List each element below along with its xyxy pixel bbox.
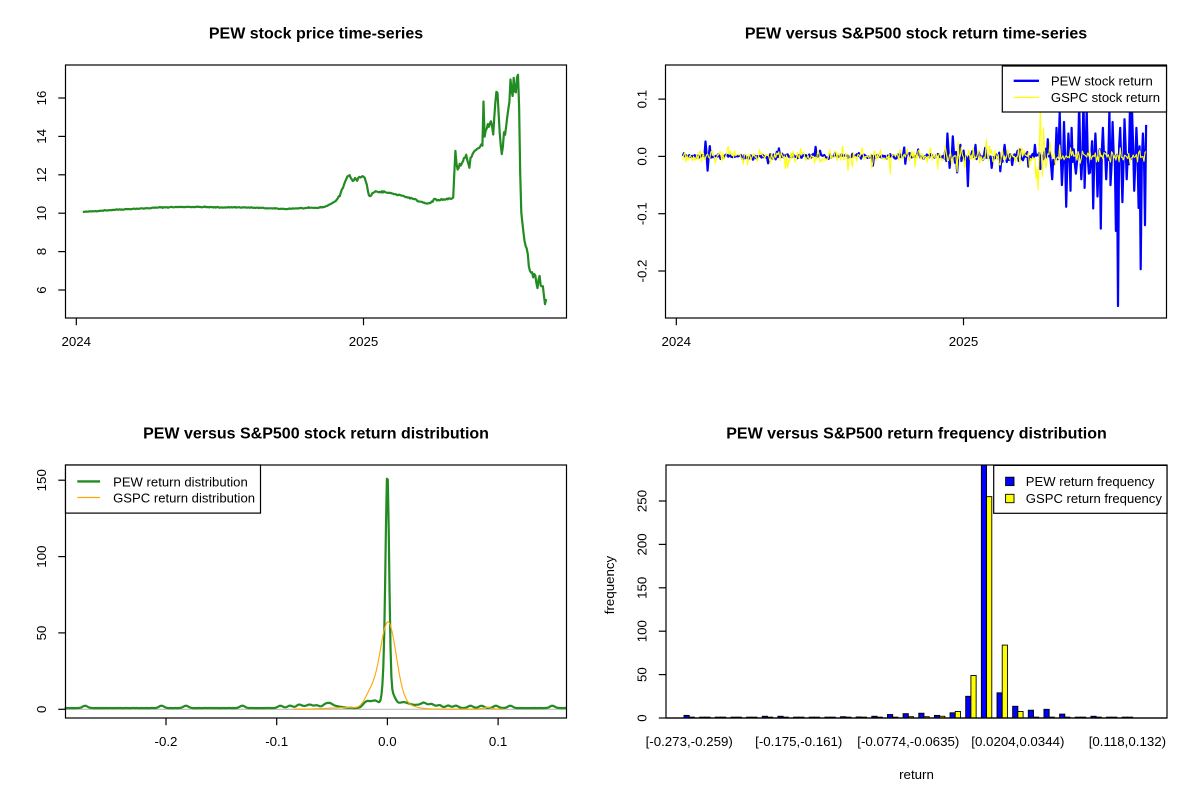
svg-text:frequency: frequency	[602, 555, 617, 614]
svg-text:[-0.175,-0.161): [-0.175,-0.161)	[755, 734, 842, 749]
svg-text:GSPC return distribution: GSPC return distribution	[113, 490, 255, 505]
svg-text:-0.2: -0.2	[155, 734, 178, 749]
svg-text:PEW return distribution: PEW return distribution	[113, 474, 248, 489]
svg-text:100: 100	[34, 546, 49, 568]
svg-text:6: 6	[34, 286, 49, 293]
svg-text:0.0: 0.0	[378, 734, 397, 749]
svg-text:0.1: 0.1	[489, 734, 508, 749]
svg-text:12: 12	[34, 167, 49, 182]
svg-text:PEW return frequency: PEW return frequency	[1026, 474, 1155, 489]
svg-text:150: 150	[34, 469, 49, 491]
svg-text:2025: 2025	[949, 334, 979, 349]
svg-text:return: return	[899, 767, 934, 782]
svg-text:PEW stock return: PEW stock return	[1051, 74, 1153, 89]
svg-text:50: 50	[635, 667, 650, 682]
svg-text:0.0: 0.0	[635, 147, 650, 166]
svg-text:GSPC return frequency: GSPC return frequency	[1026, 491, 1163, 506]
svg-text:PEW versus S&P500 stock return: PEW versus S&P500 stock return time-seri…	[745, 26, 1087, 43]
svg-text:2025: 2025	[349, 334, 379, 349]
svg-text:[-0.0774,-0.0635): [-0.0774,-0.0635)	[857, 734, 959, 749]
svg-text:14: 14	[34, 129, 49, 144]
svg-text:PEW versus S&P500 return frequ: PEW versus S&P500 return frequency distr…	[726, 426, 1107, 443]
svg-text:16: 16	[34, 91, 49, 106]
svg-text:10: 10	[34, 206, 49, 221]
svg-text:[0.0204,0.0344): [0.0204,0.0344)	[971, 734, 1064, 749]
svg-text:-0.1: -0.1	[635, 202, 650, 225]
svg-text:200: 200	[635, 533, 650, 555]
svg-text:[0.118,0.132): [0.118,0.132)	[1089, 734, 1166, 749]
svg-text:PEW stock price time-series: PEW stock price time-series	[209, 26, 423, 43]
svg-text:GSPC stock return: GSPC stock return	[1051, 90, 1160, 105]
svg-text:250: 250	[635, 490, 650, 512]
svg-text:100: 100	[635, 620, 650, 642]
svg-text:2024: 2024	[662, 334, 692, 349]
svg-text:50: 50	[34, 626, 49, 641]
svg-text:0: 0	[635, 714, 650, 721]
svg-text:8: 8	[34, 248, 49, 255]
svg-text:-0.1: -0.1	[265, 734, 288, 749]
svg-text:150: 150	[635, 577, 650, 599]
svg-text:[-0.273,-0.259): [-0.273,-0.259)	[646, 734, 733, 749]
svg-text:-0.2: -0.2	[635, 260, 650, 283]
svg-text:0: 0	[34, 706, 49, 713]
svg-text:2024: 2024	[62, 334, 92, 349]
svg-text:PEW versus S&P500 stock return: PEW versus S&P500 stock return distribut…	[143, 426, 489, 443]
svg-text:0.1: 0.1	[635, 90, 650, 109]
